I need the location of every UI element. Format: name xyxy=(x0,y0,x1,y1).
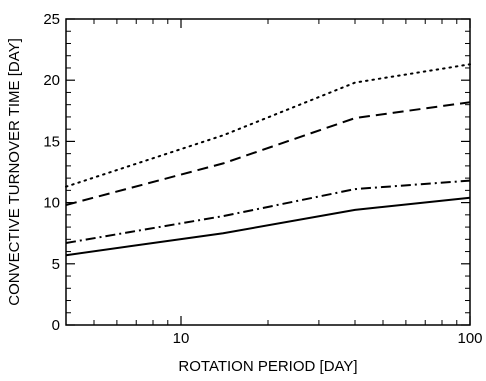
series-line-solid xyxy=(65,196,471,257)
y-axis-title: CONVECTIVE TURNOVER TIME [DAY] xyxy=(6,38,23,306)
y-axis: 0 5 10 15 20 25 xyxy=(43,11,470,334)
x-axis-title: ROTATION PERIOD [DAY] xyxy=(178,358,357,375)
y-tick-label: 15 xyxy=(43,133,60,150)
series-layer xyxy=(65,63,471,257)
series-line-dashed xyxy=(65,101,471,206)
series-line-dotted xyxy=(65,63,471,188)
y-tick-label: 20 xyxy=(43,72,60,89)
y-tick-label: 25 xyxy=(43,11,60,28)
x-tick-label: 10 xyxy=(173,330,190,347)
x-tick-label: 100 xyxy=(457,330,482,347)
y-tick-label: 5 xyxy=(52,256,60,273)
x-axis: 10 100 xyxy=(65,19,483,347)
y-tick-label: 10 xyxy=(43,195,60,212)
series-line-dashdot xyxy=(65,179,471,244)
y-tick-label: 0 xyxy=(52,317,60,334)
plot-frame xyxy=(65,18,471,326)
